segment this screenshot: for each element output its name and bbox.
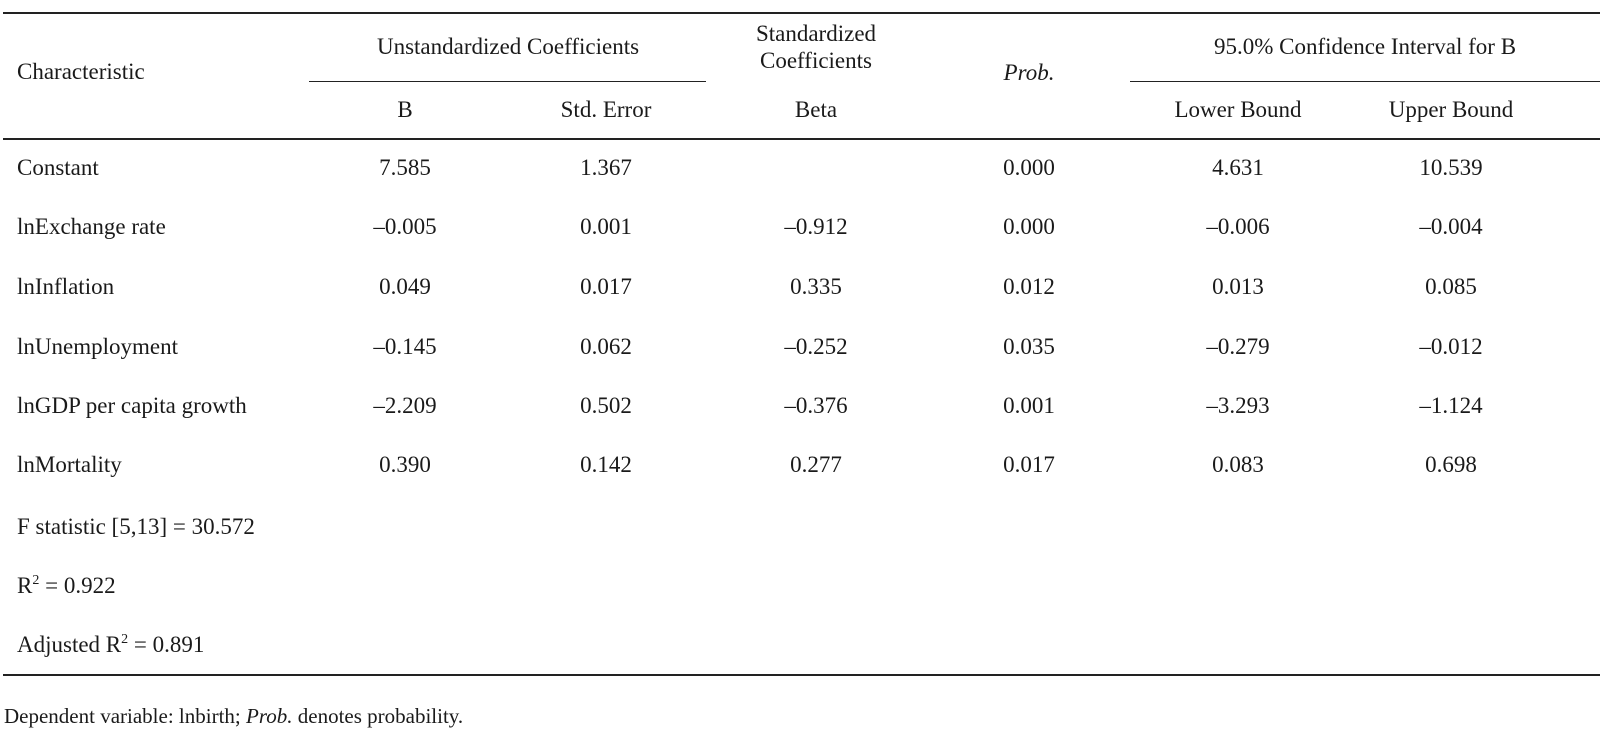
- unstandardized-underline: [309, 81, 706, 82]
- cell-prob: 0.000: [1003, 214, 1055, 239]
- adjusted-r-squared-prefix: Adjusted R: [17, 632, 122, 657]
- row-label: lnGDP per capita growth: [17, 393, 247, 418]
- footnote-text-before: Dependent variable: lnbirth;: [4, 704, 247, 728]
- cell-prob: 0.035: [1003, 334, 1055, 359]
- header-prob: Prob.: [1003, 60, 1055, 85]
- header-ci: 95.0% Confidence Interval for B: [1213, 34, 1517, 59]
- header-standardized-line1: Standardized: [755, 21, 877, 46]
- table-row: lnGDP per capita growth –2.209 0.502 –0.…: [0, 393, 1603, 423]
- adjusted-r-squared: Adjusted R2 = 0.891: [17, 632, 204, 658]
- cell-b: –2.209: [373, 393, 437, 418]
- table-row: lnInflation 0.049 0.017 0.335 0.012 0.01…: [0, 274, 1603, 304]
- r-squared-superscript: 2: [32, 573, 40, 588]
- cell-b: 7.585: [379, 155, 431, 180]
- cell-upper-bound: –1.124: [1419, 393, 1483, 418]
- cell-b: 0.390: [379, 452, 431, 477]
- header-standardized: Standardized Coefficients: [756, 20, 876, 74]
- cell-upper-bound: –0.004: [1419, 214, 1483, 239]
- cell-prob: 0.012: [1003, 274, 1055, 299]
- cell-lower-bound: –0.006: [1206, 214, 1270, 239]
- cell-beta: –0.252: [784, 334, 848, 359]
- cell-std-error: 0.062: [580, 334, 632, 359]
- cell-lower-bound: –3.293: [1206, 393, 1270, 418]
- adjusted-r-squared-value: = 0.891: [128, 632, 205, 657]
- cell-beta: –0.376: [784, 393, 848, 418]
- r-squared: R2 = 0.922: [17, 573, 116, 599]
- table-row: lnMortality 0.390 0.142 0.277 0.017 0.08…: [0, 452, 1603, 482]
- footnote-text-after: denotes probability.: [292, 704, 464, 728]
- header-characteristic: Characteristic: [17, 59, 145, 84]
- cell-b: 0.049: [379, 274, 431, 299]
- header-standardized-line2: Coefficients: [759, 48, 872, 73]
- cell-beta: 0.335: [790, 274, 842, 299]
- cell-upper-bound: 0.085: [1425, 274, 1477, 299]
- cell-lower-bound: 0.013: [1212, 274, 1264, 299]
- cell-b: –0.005: [373, 214, 437, 239]
- cell-std-error: 0.142: [580, 452, 632, 477]
- header-unstandardized: Unstandardized Coefficients: [376, 34, 640, 59]
- cell-prob: 0.000: [1003, 155, 1055, 180]
- bottom-rule: [3, 674, 1600, 676]
- header-lower-bound: Lower Bound: [1174, 97, 1302, 122]
- cell-b: –0.145: [373, 334, 437, 359]
- header-std-error: Std. Error: [560, 97, 652, 122]
- cell-beta: 0.277: [790, 452, 842, 477]
- cell-lower-bound: 0.083: [1212, 452, 1264, 477]
- cell-prob: 0.017: [1003, 452, 1055, 477]
- cell-upper-bound: –0.012: [1419, 334, 1483, 359]
- cell-std-error: 1.367: [580, 155, 632, 180]
- cell-lower-bound: –0.279: [1206, 334, 1270, 359]
- r-squared-prefix: R: [17, 573, 33, 598]
- cell-prob: 0.001: [1003, 393, 1055, 418]
- cell-std-error: 0.017: [580, 274, 632, 299]
- cell-lower-bound: 4.631: [1212, 155, 1264, 180]
- header-b: B: [397, 97, 413, 122]
- row-label: Constant: [17, 155, 99, 180]
- header-beta: Beta: [794, 97, 838, 122]
- row-label: lnMortality: [17, 452, 122, 477]
- r-squared-value: = 0.922: [39, 573, 116, 598]
- header-upper-bound: Upper Bound: [1388, 97, 1514, 122]
- table-row: lnUnemployment –0.145 0.062 –0.252 0.035…: [0, 334, 1603, 364]
- cell-beta: –0.912: [784, 214, 848, 239]
- header-rule: [3, 138, 1600, 140]
- ci-underline: [1130, 81, 1600, 82]
- adjusted-r-squared-superscript: 2: [121, 632, 129, 647]
- cell-std-error: 0.502: [580, 393, 632, 418]
- f-statistic: F statistic [5,13] = 30.572: [17, 514, 255, 539]
- table-footnote: Dependent variable: lnbirth; Prob. denot…: [4, 704, 463, 728]
- row-label: lnInflation: [17, 274, 115, 299]
- row-label: lnExchange rate: [17, 214, 166, 239]
- footnote-prob: Prob.: [246, 704, 293, 728]
- cell-upper-bound: 10.539: [1419, 155, 1483, 180]
- cell-upper-bound: 0.698: [1425, 452, 1477, 477]
- top-rule: [3, 12, 1600, 14]
- row-label: lnUnemployment: [17, 334, 178, 359]
- cell-std-error: 0.001: [580, 214, 632, 239]
- table-row: lnExchange rate –0.005 0.001 –0.912 0.00…: [0, 214, 1603, 244]
- table-row: Constant 7.585 1.367 0.000 4.631 10.539: [0, 155, 1603, 185]
